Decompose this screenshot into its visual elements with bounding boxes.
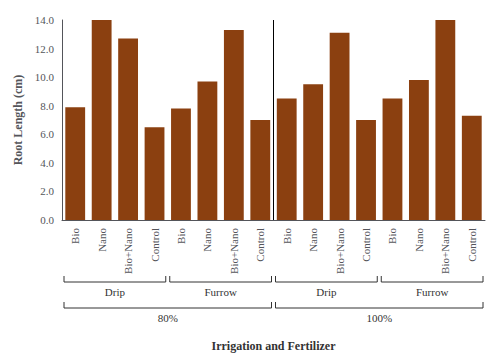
svg-text:Furrow: Furrow <box>416 286 448 298</box>
svg-text:Drip: Drip <box>316 286 337 298</box>
svg-text:14.0: 14.0 <box>35 14 55 26</box>
svg-text:Bio: Bio <box>386 228 398 244</box>
svg-text:Control: Control <box>360 228 372 262</box>
svg-text:Nano: Nano <box>96 228 108 252</box>
svg-text:0.0: 0.0 <box>40 214 54 226</box>
svg-text:Root Length (cm): Root Length (cm) <box>11 75 25 166</box>
svg-text:Bio+Nano: Bio+Nano <box>439 228 451 274</box>
svg-text:Bio: Bio <box>175 228 187 244</box>
svg-text:6.0: 6.0 <box>40 128 54 140</box>
svg-text:Drip: Drip <box>105 286 126 298</box>
svg-text:Control: Control <box>254 228 266 262</box>
svg-text:12.0: 12.0 <box>35 43 55 55</box>
svg-text:Nano: Nano <box>413 228 425 252</box>
svg-text:100%: 100% <box>366 312 392 324</box>
svg-text:Bio+Nano: Bio+Nano <box>228 228 240 274</box>
svg-text:10.0: 10.0 <box>35 71 55 83</box>
svg-text:Bio+Nano: Bio+Nano <box>122 228 134 274</box>
svg-text:Furrow: Furrow <box>204 286 236 298</box>
svg-text:Nano: Nano <box>201 228 213 252</box>
svg-text:8.0: 8.0 <box>40 100 54 112</box>
svg-text:Bio: Bio <box>281 228 293 244</box>
svg-text:Nano: Nano <box>307 228 319 252</box>
svg-text:Irrigation and Fertilizer: Irrigation and Fertilizer <box>212 339 337 353</box>
svg-text:4.0: 4.0 <box>40 157 54 169</box>
svg-text:Control: Control <box>149 228 161 262</box>
svg-text:Control: Control <box>466 228 478 262</box>
svg-text:Bio+Nano: Bio+Nano <box>334 228 346 274</box>
svg-text:Bio: Bio <box>69 228 81 244</box>
svg-text:80%: 80% <box>158 312 178 324</box>
svg-text:2.0: 2.0 <box>40 185 54 197</box>
